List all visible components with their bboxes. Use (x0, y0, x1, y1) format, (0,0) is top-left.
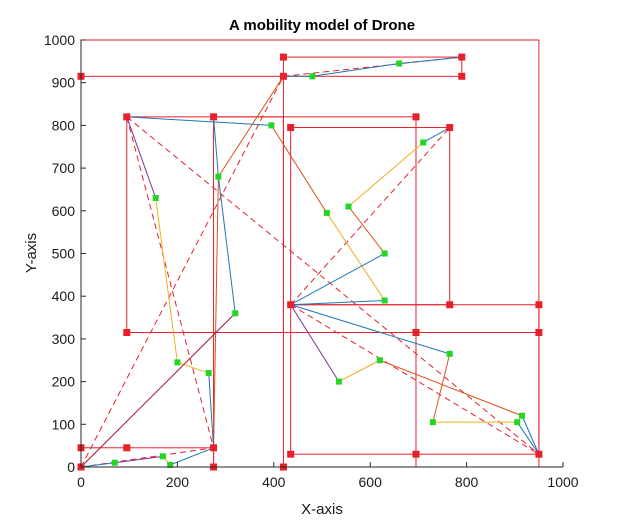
waypoint-6 (205, 370, 212, 377)
trajectory-2 (270, 125, 328, 214)
cell-marker-4 (458, 53, 466, 61)
waypoint-16 (429, 419, 436, 426)
trajectory-22 (521, 415, 540, 455)
trajectory-24 (114, 455, 164, 464)
dashed-path-2 (126, 116, 215, 448)
cell-marker-19 (210, 444, 218, 452)
trajectory-18 (516, 421, 540, 455)
y-tick-label-5: 500 (52, 246, 76, 262)
cell-marker-22 (535, 450, 543, 458)
waypoint-13 (446, 350, 453, 357)
waypoint-7 (232, 310, 239, 317)
waypoint-17 (514, 419, 521, 426)
trajectory-13 (348, 142, 424, 207)
trajectory-10 (80, 312, 236, 468)
x-axis-label: X-axis (301, 501, 343, 518)
y-tick-label-2: 200 (52, 374, 76, 390)
cell-marker-15 (123, 328, 131, 336)
cell-marker-11 (446, 124, 454, 132)
y-tick-label-9: 900 (52, 75, 76, 91)
trajectory-3 (326, 212, 386, 301)
y-tick-label-6: 600 (52, 203, 76, 219)
cell-marker-10 (287, 124, 295, 132)
y-tick-label-7: 700 (52, 160, 76, 176)
cell-marker-18 (123, 444, 131, 452)
waypoint-2 (268, 122, 275, 129)
cell-marker-20 (287, 450, 295, 458)
dashed-path-0 (80, 76, 284, 468)
trajectory-21 (379, 359, 523, 417)
waypoint-10 (381, 250, 388, 257)
y-axis-label: Y-axis (23, 233, 40, 273)
x-tick-label-2: 400 (262, 474, 286, 490)
chart-title: A mobility model of Drone (229, 17, 415, 34)
waypoint-8 (323, 209, 330, 216)
trajectory-19 (290, 304, 340, 382)
waypoint-4 (152, 194, 159, 201)
trajectory-14 (422, 127, 450, 143)
trajectory-15 (290, 304, 450, 355)
y-ticks: 0 100 200 300 400 500 600 700 800 900 1000 (44, 32, 86, 475)
cell-marker-8 (210, 113, 218, 121)
trajectory-1 (126, 116, 272, 126)
cell-marker-12 (287, 301, 295, 309)
x-tick-label-4: 800 (455, 474, 479, 490)
waypoint-11 (420, 139, 427, 146)
cell-marker-7 (123, 113, 131, 121)
trajectory-0 (283, 56, 462, 77)
waypoint-18 (519, 412, 526, 419)
y-tick-label-1: 100 (52, 416, 76, 432)
trajectory-20 (338, 359, 381, 383)
y-tick-label-3: 300 (52, 331, 76, 347)
trajectory-12 (348, 206, 386, 254)
x-tick-label-0: 0 (77, 474, 85, 490)
trajectory-16 (432, 353, 451, 423)
cell-marker-14 (535, 301, 543, 309)
trajectory-23 (80, 462, 115, 468)
plot-area (81, 40, 563, 467)
y-tick-label-0: 0 (67, 459, 75, 475)
trajectory-8 (208, 373, 215, 448)
trajectory-11 (290, 253, 385, 306)
y-tick-label-8: 800 (52, 117, 76, 133)
x-tick-label-3: 600 (359, 474, 383, 490)
waypoint-12 (381, 297, 388, 304)
cell-marker-5 (279, 72, 287, 80)
waypoint-20 (159, 453, 166, 460)
cell-marker-13 (446, 301, 454, 309)
dashed-path-5 (290, 304, 540, 455)
waypoint-5 (174, 359, 181, 366)
cell-marker-17 (535, 328, 543, 336)
waypoint-1 (396, 60, 403, 67)
dashed-path-3 (126, 116, 540, 455)
cell-marker-21 (412, 450, 420, 458)
cell-marker-6 (458, 72, 466, 80)
waypoint-21 (167, 461, 174, 468)
trajectory-4 (290, 299, 385, 306)
y-tick-label-4: 400 (52, 288, 76, 304)
x-ticks: 0 200 400 600 800 1000 (77, 462, 579, 490)
x-tick-label-1: 200 (166, 474, 190, 490)
cell-boundary-2 (282, 56, 463, 77)
cell-marker-3 (279, 53, 287, 61)
waypoint-3 (215, 173, 222, 180)
cell-marker-16 (412, 328, 420, 336)
waypoints (111, 60, 526, 468)
waypoint-19 (111, 459, 118, 466)
waypoint-14 (376, 357, 383, 364)
waypoint-9 (345, 203, 352, 210)
trajectory-6 (126, 116, 157, 199)
y-tick-label-10: 1000 (44, 32, 75, 48)
cell-marker-9 (412, 113, 420, 121)
waypoint-15 (335, 378, 342, 385)
waypoint-0 (309, 73, 316, 80)
x-tick-label-5: 1000 (547, 474, 578, 490)
